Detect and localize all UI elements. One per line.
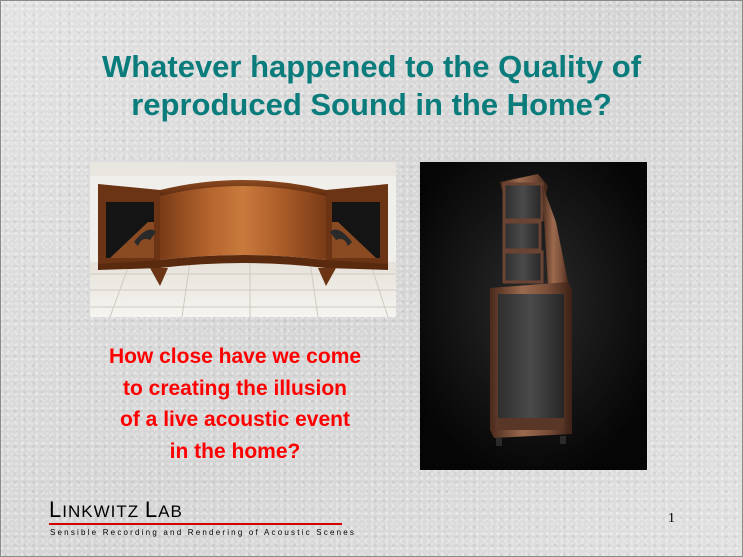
logo-word-inkwitz: INKWITZ [62,502,140,521]
logo-tagline: Sensible Recording and Rendering of Acou… [50,528,357,537]
page-number: 1 [668,511,675,526]
tower-speaker-illustration [420,162,647,470]
logo-underline [49,523,342,525]
speaker-cabinet-photo [90,162,396,317]
linkwitz-lab-logo: LINKWITZ LAB [49,497,183,523]
slide-title: Whatever happened to the Quality of repr… [40,48,703,124]
question-line-4: in the home? [169,439,301,463]
question-text: How close have we come to creating the i… [70,341,400,467]
logo-initial-l-2: L [144,497,159,522]
logo-word-ab: AB [158,502,183,521]
title-line-2: reproduced Sound in the Home? [131,87,612,122]
speaker-cabinet-illustration [90,162,396,317]
question-line-1: How close have we come [108,345,362,368]
tower-speaker-photo [420,162,647,470]
question-line-3: of a live acoustic event [120,408,350,431]
question-line-2: to creating the illusion [122,376,348,400]
logo-initial-l: L [49,497,63,522]
title-line-1: Whatever happened to the Quality of [101,49,642,84]
